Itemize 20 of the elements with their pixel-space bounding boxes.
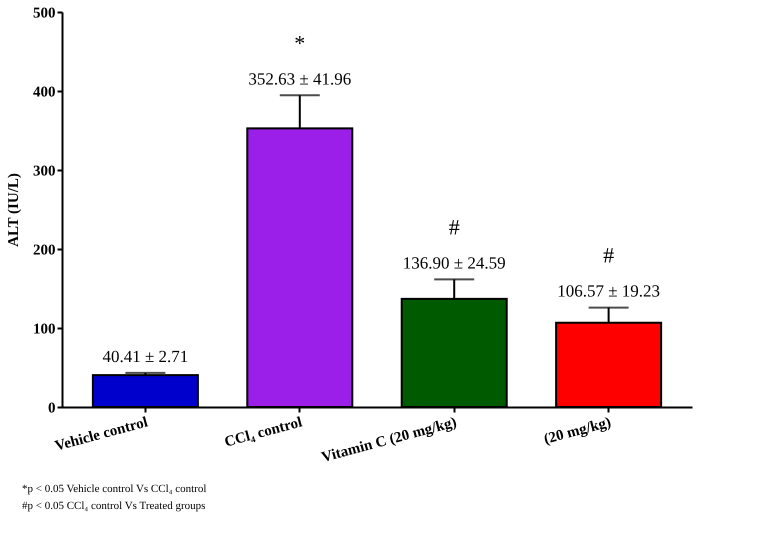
y-axis-title: ALT (IU/L): [6, 173, 22, 247]
text: #p < 0.05 CCl₄ control Vs Treated groups: [22, 500, 206, 512]
y-tick-label: 400: [33, 84, 56, 100]
data-label: 106.57 ± 19.23: [557, 282, 660, 301]
y-tick-label: 0: [48, 400, 56, 416]
y-tick-label: 100: [33, 322, 56, 338]
text: *p < 0.05 Vehicle control Vs CCl₄ control: [22, 483, 206, 495]
y-tick-label: 200: [33, 242, 56, 258]
y-tick-label: 500: [33, 6, 56, 22]
data-label: 40.41 ± 2.71: [102, 346, 188, 366]
x-tick-label: (20 mg/kg): [542, 414, 613, 448]
annotation: *: [294, 30, 306, 56]
annotation: #: [603, 242, 614, 268]
y-tick-label: 300: [33, 164, 56, 180]
annotation: #: [448, 214, 460, 240]
data-label: 352.63 ± 41.96: [248, 69, 352, 88]
x-tick-label: CCl₄ control: [222, 414, 304, 451]
x-tick-label: Vitamin C (20 mg/kg): [320, 414, 458, 466]
x-tick-label: Vehicle control: [53, 414, 150, 455]
data-label: 136.90 ± 24.59: [402, 253, 506, 272]
